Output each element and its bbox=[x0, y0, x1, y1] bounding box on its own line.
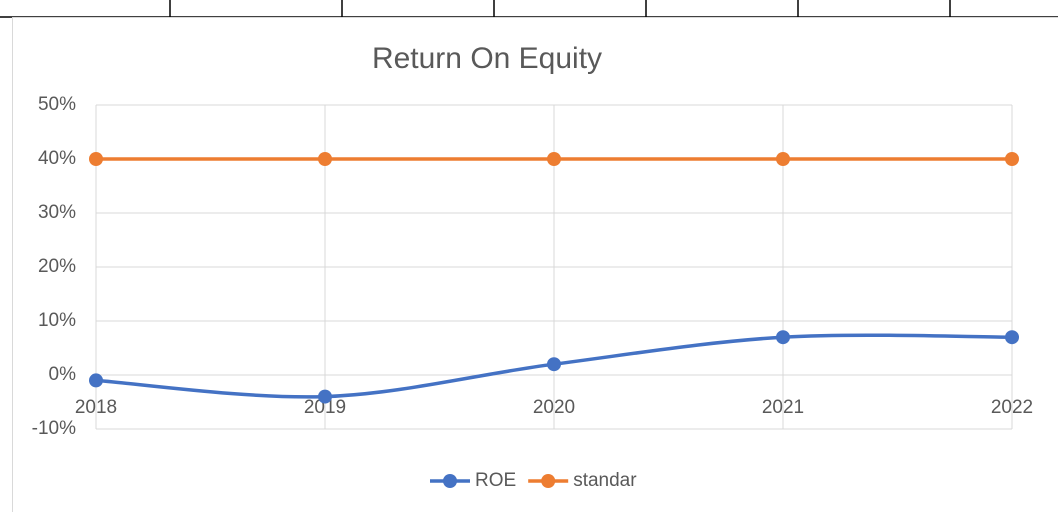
y-tick-label: 20% bbox=[38, 256, 76, 277]
legend-label: standar bbox=[573, 470, 637, 491]
table-fragment bbox=[0, 0, 1058, 18]
legend-label: ROE bbox=[475, 470, 516, 491]
x-tick-label: 2019 bbox=[304, 397, 346, 418]
data-point bbox=[89, 373, 103, 388]
x-tick-label: 2018 bbox=[75, 397, 117, 418]
data-point bbox=[318, 389, 332, 404]
data-point bbox=[547, 152, 561, 166]
data-point bbox=[776, 152, 790, 166]
legend-marker bbox=[443, 474, 457, 488]
data-point bbox=[1005, 330, 1019, 345]
x-tick-label: 2022 bbox=[991, 397, 1033, 418]
data-point bbox=[547, 357, 561, 372]
y-tick-label: 30% bbox=[38, 202, 76, 223]
y-tick-label: 0% bbox=[49, 364, 77, 385]
data-point bbox=[318, 152, 332, 166]
x-tick-label: 2021 bbox=[762, 397, 804, 418]
y-tick-label: 10% bbox=[38, 310, 76, 331]
data-point bbox=[89, 152, 103, 166]
chart-border bbox=[12, 17, 1058, 512]
y-tick-label: 50% bbox=[38, 94, 76, 115]
data-point bbox=[776, 330, 790, 345]
x-tick-label: 2020 bbox=[533, 397, 575, 418]
y-tick-label: 40% bbox=[38, 148, 76, 169]
chart-title: Return On Equity bbox=[372, 42, 602, 75]
y-tick-label: -10% bbox=[32, 418, 76, 439]
data-point bbox=[1005, 152, 1019, 166]
legend-marker bbox=[541, 474, 556, 488]
